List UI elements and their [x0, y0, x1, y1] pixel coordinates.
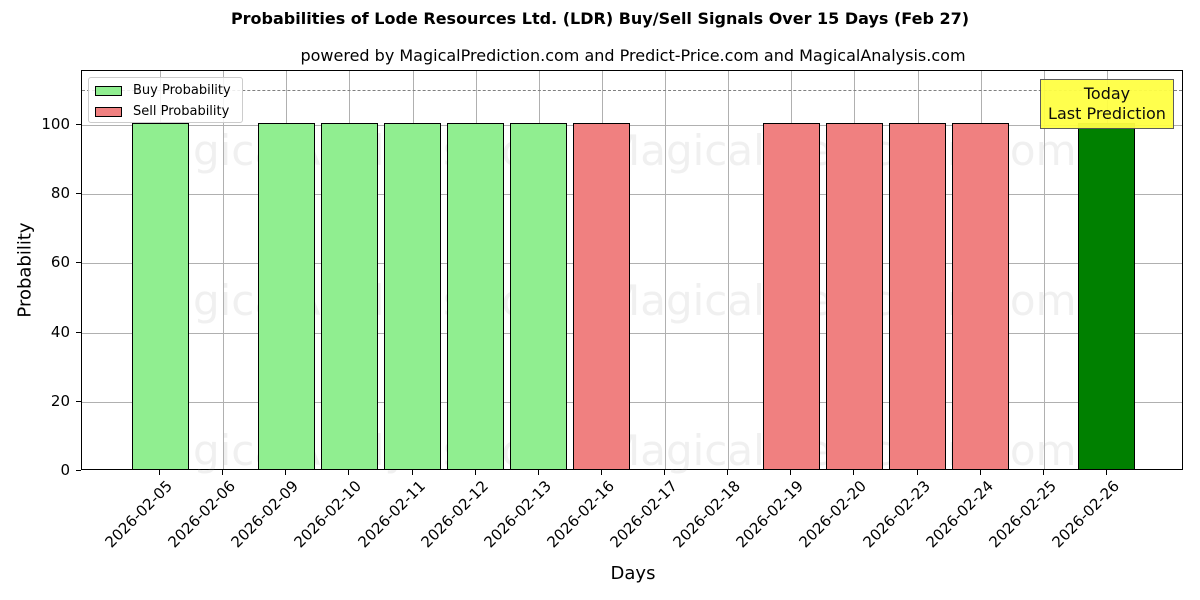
x-tick-label: 2026-02-20	[795, 477, 871, 552]
x-tick-label: 2026-02-16	[543, 477, 618, 552]
x-tick-label: 2026-02-26	[1048, 477, 1123, 552]
reference-line	[82, 90, 1182, 92]
gridline-horizontal	[82, 263, 1182, 265]
buy-swatch-icon	[95, 85, 122, 96]
bar-buy	[257, 123, 315, 470]
gridline-horizontal	[82, 401, 1182, 403]
chart-title: Probabilities of Lode Resources Ltd. (LD…	[230, 9, 970, 28]
gridline-horizontal	[82, 332, 1182, 334]
bar-buy	[510, 123, 568, 470]
plot-area: MagicalAnalysis.comMagicalPrediction.com…	[81, 70, 1183, 475]
y-tick-label: 60	[50, 253, 70, 272]
y-tick	[76, 262, 81, 264]
bar-sell	[889, 123, 947, 470]
x-tick	[411, 470, 413, 475]
x-tick	[727, 470, 729, 475]
x-tick-label: 2026-02-24	[922, 477, 997, 552]
y-tick	[76, 193, 81, 195]
x-tick-label: 2026-02-13	[480, 477, 555, 552]
bar-buy	[131, 123, 189, 470]
bar-sell	[952, 123, 1010, 470]
x-tick-label: 2026-02-10	[290, 477, 366, 552]
annotation-line-2: Last Prediction	[1048, 104, 1166, 123]
x-tick	[348, 470, 350, 475]
x-tick-label: 2026-02-25	[985, 477, 1060, 552]
y-tick-label: 20	[50, 391, 70, 410]
gridline-vertical	[665, 71, 667, 469]
y-tick	[76, 124, 81, 125]
x-axis-title: Days	[610, 563, 656, 584]
gridline-horizontal	[82, 125, 1182, 126]
x-tick-label: 2026-02-06	[164, 477, 240, 552]
bar-buy	[320, 123, 378, 470]
legend: Buy Probability Sell Probability	[88, 77, 243, 123]
x-tick-label: 2026-02-23	[859, 477, 934, 552]
legend-label-sell: Sell Probability	[133, 104, 230, 119]
x-tick	[1105, 470, 1107, 475]
legend-item-sell: Sell Probability	[95, 104, 229, 119]
y-tick	[76, 331, 81, 333]
bar-sell	[762, 123, 820, 470]
x-tick	[916, 470, 918, 475]
chart-subtitle: powered by MagicalPrediction.com and Pre…	[300, 46, 966, 65]
x-tick-label: 2026-02-05	[101, 477, 176, 552]
x-tick	[664, 470, 666, 475]
bar-buy	[384, 123, 442, 470]
gridline-vertical	[223, 71, 225, 469]
x-tick	[537, 470, 539, 475]
gridline-horizontal	[82, 194, 1182, 196]
x-tick	[285, 470, 287, 475]
y-tick-label: 80	[50, 184, 70, 203]
y-tick-label: 0	[60, 461, 70, 479]
x-tick	[474, 470, 476, 475]
x-tick	[222, 470, 224, 475]
bar-sell	[573, 123, 631, 470]
x-tick	[790, 470, 792, 475]
y-tick	[76, 400, 81, 402]
legend-label-buy: Buy Probability	[133, 83, 231, 98]
x-tick	[1042, 470, 1044, 475]
y-tick-label: 100	[41, 115, 70, 133]
y-tick	[76, 470, 81, 471]
x-tick	[159, 470, 160, 475]
bar-buy	[447, 123, 505, 470]
y-tick-label: 40	[50, 322, 70, 341]
bar-today	[1078, 123, 1136, 470]
gridline-vertical	[728, 71, 730, 469]
x-tick-label: 2026-02-17	[606, 477, 681, 552]
today-annotation: Today Last Prediction	[1040, 79, 1174, 129]
sell-swatch-icon	[95, 106, 122, 117]
legend-item-buy: Buy Probability	[95, 83, 231, 98]
bar-sell	[825, 123, 883, 470]
gridline-vertical	[1043, 71, 1045, 469]
x-tick-label: 2026-02-11	[354, 477, 429, 552]
x-tick-label: 2026-02-19	[732, 477, 808, 552]
x-tick	[600, 470, 602, 475]
annotation-line-1: Today	[1083, 84, 1131, 103]
x-tick	[853, 470, 855, 475]
x-tick-label: 2026-02-09	[227, 477, 303, 552]
x-tick-label: 2026-02-18	[669, 477, 745, 552]
x-tick	[979, 470, 981, 475]
